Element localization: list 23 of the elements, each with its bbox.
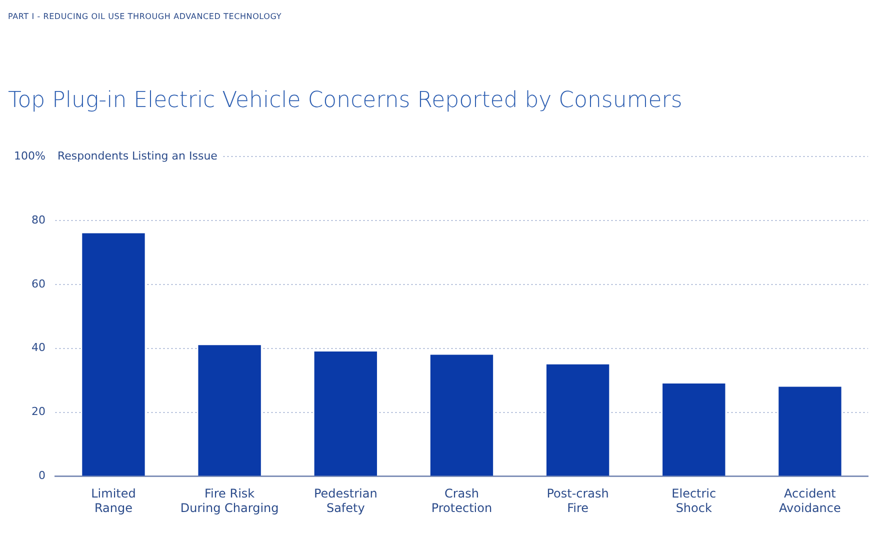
y-tick-label: 80	[31, 213, 46, 226]
bar	[198, 345, 261, 476]
chart-title: Top Plug-in Electric Vehicle Concerns Reported by Consumers	[8, 88, 682, 113]
bar	[546, 364, 610, 476]
x-tick-label: Pedestrian Safety	[314, 486, 378, 515]
x-tick-label: Crash Protection	[431, 486, 492, 515]
y-tick-label: 0	[38, 469, 46, 482]
y-axis-title: Respondents Listing an Issue	[57, 149, 218, 162]
bar	[314, 352, 377, 476]
bar	[778, 386, 842, 476]
bar	[662, 384, 726, 476]
x-tick-label: Post-crash Fire	[546, 486, 609, 515]
x-tick-label: Fire Risk During Charging	[180, 486, 279, 515]
y-tick-label: 100%	[14, 149, 46, 162]
x-tick-label: Electric Shock	[672, 486, 716, 515]
x-tick-label: Accident Avoidance	[779, 486, 841, 515]
y-tick-label: 60	[31, 277, 46, 290]
bar	[430, 354, 494, 476]
x-tick-label: Limited Range	[91, 486, 136, 515]
bar	[82, 233, 145, 476]
y-tick-label: 20	[31, 405, 46, 418]
text: PART I - REDUCING OIL USE THROUGH ADVANCED TECHNOLOGY	[8, 12, 282, 21]
y-tick-label: 40	[31, 341, 46, 354]
